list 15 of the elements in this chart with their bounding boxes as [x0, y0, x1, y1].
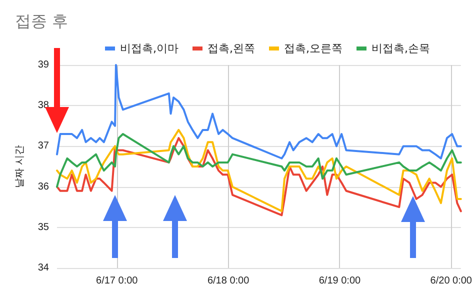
legend-label: 비접촉,이마	[120, 42, 178, 55]
legend-label: 비접촉,손목	[371, 42, 430, 55]
chart-title: 접종 후	[15, 12, 68, 30]
y-tick-label: 34	[38, 262, 50, 274]
x-tick-label: 6/17 0:00	[96, 276, 138, 286]
y-tick-label: 36	[38, 181, 50, 192]
y-axis-title: 날짜 시간	[14, 144, 26, 188]
x-tick-label: 6/19 0:00	[318, 276, 362, 286]
y-tick-label: 37	[38, 140, 50, 152]
x-tick-label: 6/20 0:00	[430, 276, 472, 286]
legend-label: 접촉,왼쪽	[207, 42, 255, 55]
y-tick-label: 39	[38, 60, 50, 70]
legend-label: 접촉,오른쪽	[284, 42, 342, 55]
x-tick-label: 6/18 0:00	[207, 276, 250, 286]
y-tick-label: 35	[38, 222, 50, 233]
